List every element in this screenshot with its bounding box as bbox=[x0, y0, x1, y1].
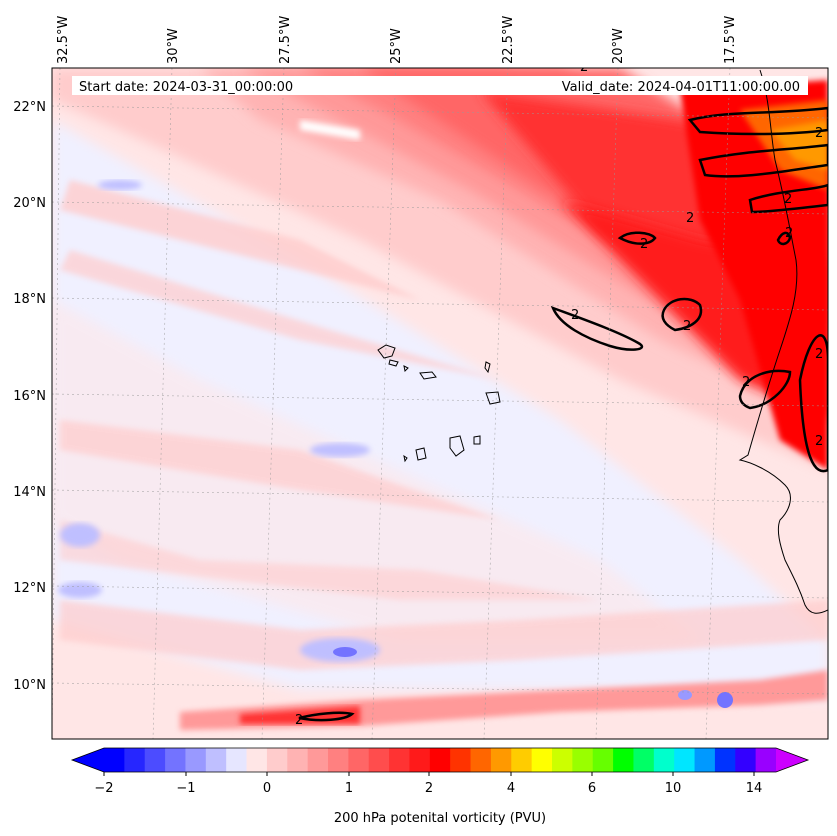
longitude-labels: 32.5°W 30°W 27.5°W 25°W 22.5°W 20°W 17.5… bbox=[56, 16, 738, 64]
lat-label: 10°N bbox=[13, 678, 46, 693]
contour-label: 2 bbox=[295, 713, 303, 728]
coastline bbox=[738, 69, 828, 614]
colorbar-cell bbox=[368, 748, 390, 772]
colorbar-extend-low bbox=[72, 748, 104, 772]
colorbar-cell bbox=[572, 748, 594, 772]
cape-verde-islands bbox=[377, 344, 501, 463]
colorbar-cell bbox=[470, 748, 492, 772]
colorbar-tick-label: 10 bbox=[665, 781, 682, 796]
pv-field: 2 2 2 2 2 2 2 2 2 2 2 2 bbox=[52, 60, 828, 739]
contour-label: 2 bbox=[571, 308, 579, 323]
colorbar-cell bbox=[144, 748, 166, 772]
gridlines bbox=[52, 68, 828, 739]
contour-label: 2 bbox=[815, 347, 823, 362]
colorbar-cell bbox=[104, 748, 125, 772]
colorbar-cell bbox=[490, 748, 512, 772]
colorbar-cell bbox=[613, 748, 634, 772]
colorbar-cells bbox=[104, 748, 777, 772]
colorbar-cell bbox=[328, 748, 349, 772]
colorbar-label: 200 hPa potenital vorticity (PVU) bbox=[334, 811, 546, 826]
lon-label: 32.5°W bbox=[56, 16, 71, 64]
pv-2-contours bbox=[298, 106, 828, 722]
colorbar-cell bbox=[307, 748, 329, 772]
colorbar-tick-label: 4 bbox=[507, 781, 515, 796]
colorbar-cell bbox=[185, 748, 207, 772]
lon-label: 27.5°W bbox=[278, 16, 293, 64]
colorbar-cell bbox=[531, 748, 553, 772]
colorbar-cell bbox=[226, 748, 248, 772]
colorbar-cell bbox=[694, 748, 716, 772]
contour-label: 2 bbox=[683, 319, 691, 334]
lon-label: 30°W bbox=[166, 28, 181, 64]
colorbar-extend-high bbox=[776, 748, 808, 772]
lat-label: 22°N bbox=[13, 100, 46, 115]
colorbar: −2 −1 0 1 2 4 6 10 14 200 hPa potenital … bbox=[70, 747, 810, 826]
colorbar-cell bbox=[714, 748, 736, 772]
lon-label: 22.5°W bbox=[501, 16, 516, 64]
colorbar-tick-label: 6 bbox=[588, 781, 596, 796]
colorbar-cell bbox=[450, 748, 472, 772]
colorbar-cell bbox=[552, 748, 573, 772]
contour-label: 2 bbox=[580, 60, 588, 75]
colorbar-tick-label: 0 bbox=[263, 781, 271, 796]
lat-label: 16°N bbox=[13, 389, 46, 404]
colorbar-cell bbox=[755, 748, 777, 772]
colorbar-tick-label: −2 bbox=[94, 781, 113, 796]
colorbar-ticks bbox=[103, 772, 755, 776]
colorbar-cell bbox=[735, 748, 757, 772]
date-header-background bbox=[72, 76, 808, 95]
valid-date-label: Valid_date: 2024-04-01T11:00:00.00 bbox=[562, 80, 800, 95]
lat-label: 12°N bbox=[13, 581, 46, 596]
contour-label: 2 bbox=[815, 434, 823, 449]
colorbar-cell bbox=[266, 748, 288, 772]
colorbar-tick-label: 1 bbox=[345, 781, 353, 796]
colorbar-tick-label: 14 bbox=[746, 781, 763, 796]
colorbar-cell bbox=[653, 748, 675, 772]
colorbar-tick-label: −1 bbox=[176, 781, 195, 796]
colorbar-cell bbox=[165, 748, 186, 772]
colorbar-cell bbox=[633, 748, 655, 772]
map-frame bbox=[51, 67, 829, 740]
contour-label: 2 bbox=[815, 126, 823, 141]
colorbar-cell bbox=[592, 748, 614, 772]
contour-label: 2 bbox=[686, 211, 694, 226]
lat-label: 20°N bbox=[13, 196, 46, 211]
colorbar-cell bbox=[409, 748, 431, 772]
colorbar-tick-label: 2 bbox=[425, 781, 433, 796]
contour-label: 2 bbox=[785, 226, 793, 241]
contour-label: 2 bbox=[784, 192, 792, 207]
contour-label: 2 bbox=[742, 375, 750, 390]
colorbar-cell bbox=[205, 748, 227, 772]
lon-label: 20°W bbox=[611, 28, 626, 64]
colorbar-tick-labels: −2 −1 0 1 2 4 6 10 14 bbox=[94, 781, 762, 796]
colorbar-cell bbox=[511, 748, 533, 772]
colorbar-cell bbox=[389, 748, 410, 772]
lat-label: 14°N bbox=[13, 485, 46, 500]
colorbar-cell bbox=[429, 748, 451, 772]
start-date-label: Start date: 2024-03-31_00:00:00 bbox=[79, 80, 293, 95]
lon-label: 25°W bbox=[389, 28, 404, 64]
colorbar-cell bbox=[124, 748, 146, 772]
lat-label: 18°N bbox=[13, 292, 46, 307]
colorbar-cell bbox=[348, 748, 370, 772]
colorbar-cell bbox=[287, 748, 309, 772]
contour-labels: 2 2 2 2 2 2 2 2 2 2 2 2 bbox=[295, 60, 823, 728]
contour-label: 2 bbox=[640, 237, 648, 252]
colorbar-cell bbox=[246, 748, 268, 772]
colorbar-cell bbox=[674, 748, 696, 772]
latitude-labels: 22°N 20°N 18°N 16°N 14°N 12°N 10°N bbox=[13, 100, 46, 693]
lon-label: 17.5°W bbox=[723, 16, 738, 64]
